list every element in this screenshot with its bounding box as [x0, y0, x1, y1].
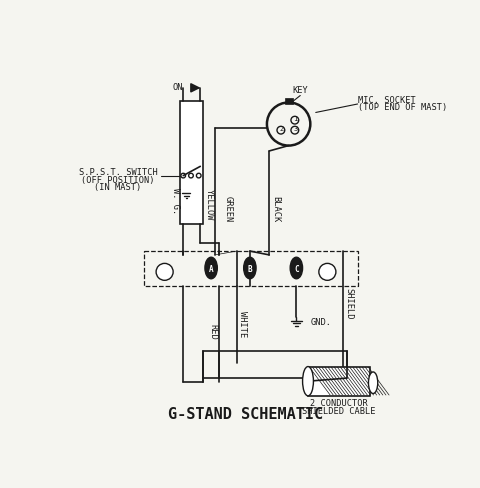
Ellipse shape	[369, 372, 378, 393]
Text: B: B	[248, 265, 252, 274]
Text: G-STAND SCHEMATIC: G-STAND SCHEMATIC	[168, 407, 324, 422]
Text: 1: 1	[293, 117, 298, 122]
Text: 2: 2	[279, 126, 284, 132]
Text: MIC. SOCKET: MIC. SOCKET	[359, 97, 416, 105]
Bar	[285, 98, 292, 104]
Bar	[144, 251, 359, 285]
Ellipse shape	[244, 257, 256, 279]
Text: GND.: GND.	[311, 318, 331, 327]
Circle shape	[156, 264, 173, 280]
Text: (IN MAST): (IN MAST)	[95, 183, 142, 192]
Text: RED: RED	[208, 324, 217, 340]
Circle shape	[319, 264, 336, 280]
Text: 2 CONDUCTOR: 2 CONDUCTOR	[310, 399, 368, 408]
Text: SHIELDED CABLE: SHIELDED CABLE	[302, 407, 376, 416]
Ellipse shape	[290, 257, 302, 279]
Bar	[308, 366, 370, 396]
Text: YELLOW: YELLOW	[205, 189, 214, 221]
Text: SHIELD: SHIELD	[345, 287, 354, 319]
Text: ON: ON	[172, 83, 183, 92]
Text: (OFF POSITION): (OFF POSITION)	[82, 176, 155, 185]
Text: W. G.: W. G.	[171, 188, 180, 214]
Text: (TOP END OF MAST): (TOP END OF MAST)	[359, 103, 448, 112]
Bar	[204, 351, 347, 378]
Text: KEY: KEY	[292, 86, 308, 95]
Bar	[180, 101, 204, 224]
Text: S.P.S.T. SWITCH: S.P.S.T. SWITCH	[79, 168, 157, 177]
Text: 3: 3	[293, 126, 298, 132]
Text: C: C	[294, 265, 299, 274]
Text: BLACK: BLACK	[271, 196, 280, 222]
Text: WHITE: WHITE	[239, 311, 247, 337]
Ellipse shape	[205, 257, 217, 279]
Text: GREEN: GREEN	[224, 196, 233, 222]
Ellipse shape	[302, 366, 313, 396]
Text: A: A	[209, 265, 214, 274]
